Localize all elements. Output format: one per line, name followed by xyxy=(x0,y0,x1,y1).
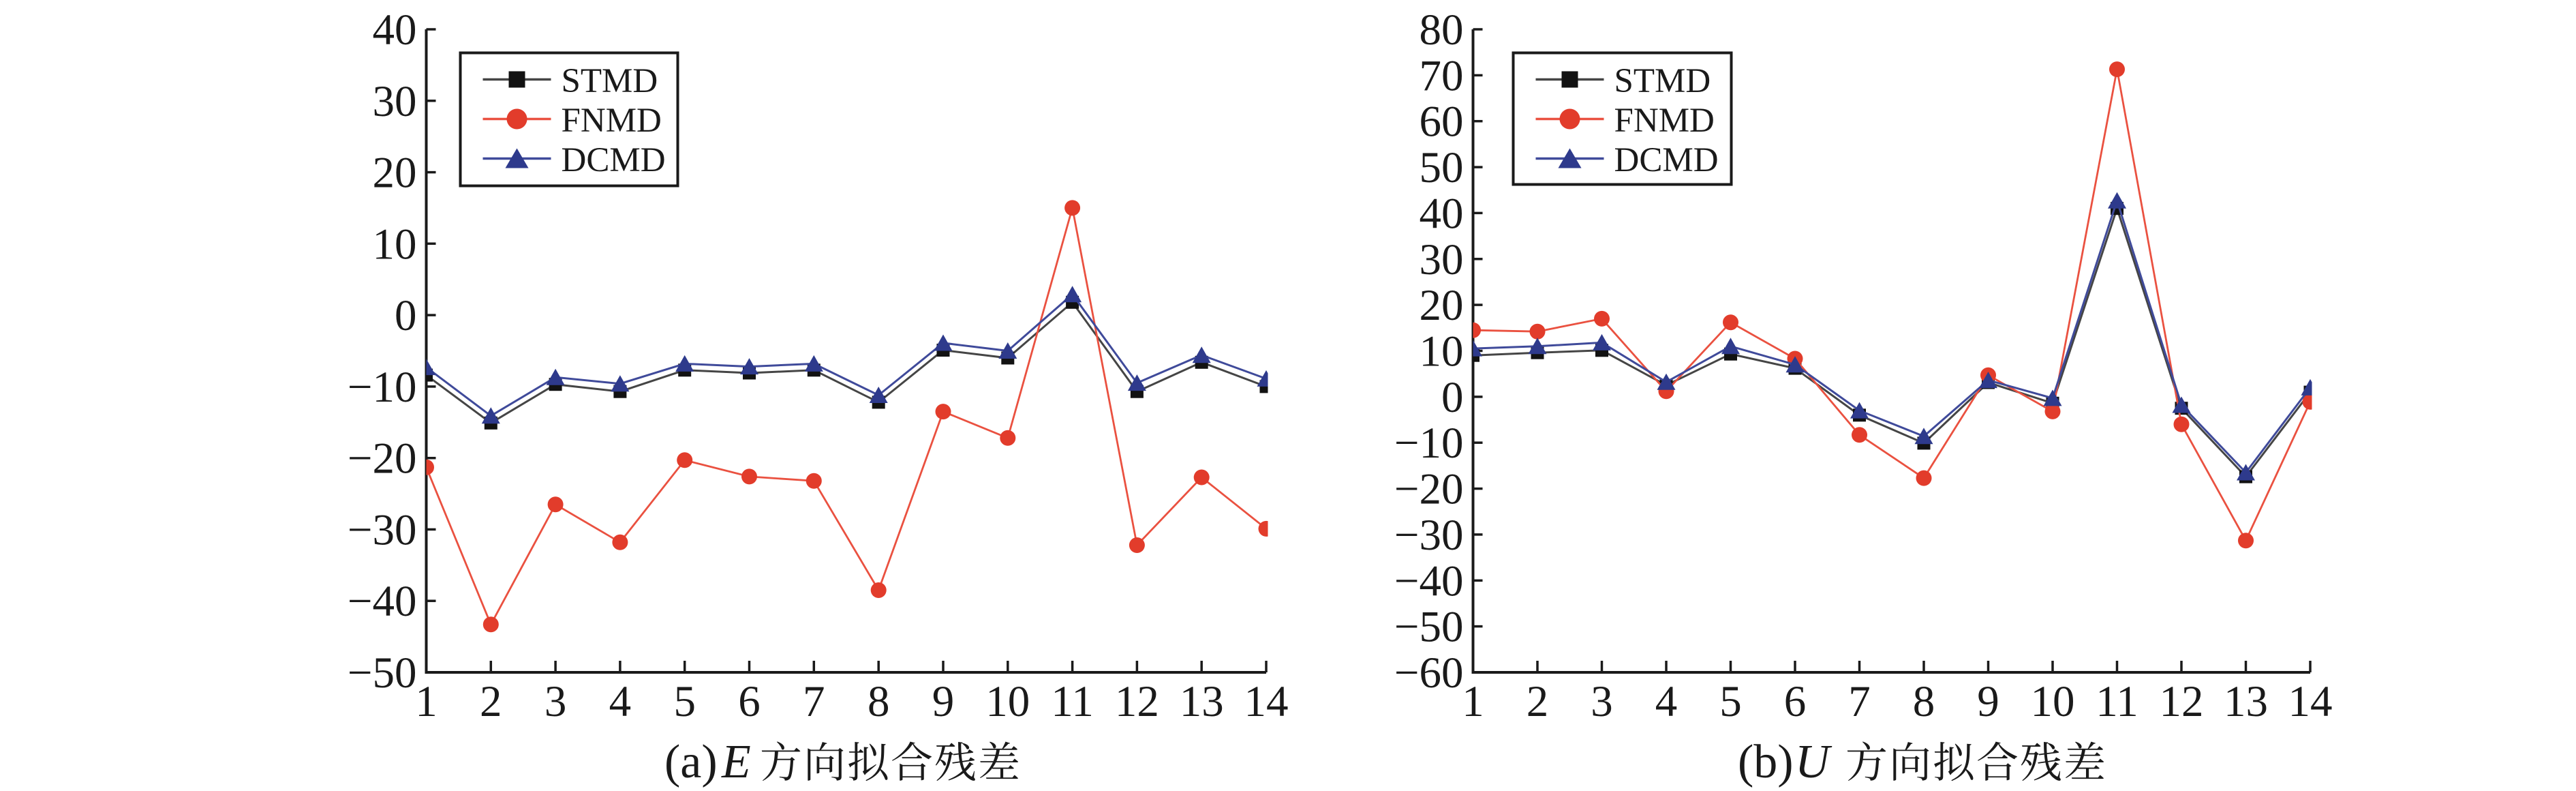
svg-text:14: 14 xyxy=(1244,677,1289,726)
svg-text:STMD: STMD xyxy=(562,62,658,100)
svg-text:−30: −30 xyxy=(1394,511,1464,560)
svg-text:11: 11 xyxy=(2096,677,2138,726)
svg-text:70: 70 xyxy=(1420,51,1464,100)
svg-text:4: 4 xyxy=(1655,677,1678,726)
svg-text:−40: −40 xyxy=(348,577,417,626)
svg-text:6: 6 xyxy=(1784,677,1807,726)
svg-text:−50: −50 xyxy=(1394,603,1464,652)
svg-text:1: 1 xyxy=(1462,677,1484,726)
svg-text:2: 2 xyxy=(480,677,502,726)
svg-text:20: 20 xyxy=(1420,281,1464,330)
svg-text:12: 12 xyxy=(2160,677,2204,726)
svg-text:10: 10 xyxy=(1420,327,1464,376)
svg-text:7: 7 xyxy=(803,677,825,726)
svg-text:5: 5 xyxy=(673,677,696,726)
svg-text:10: 10 xyxy=(2031,677,2075,726)
svg-text:DCMD: DCMD xyxy=(562,141,666,179)
svg-text:DCMD: DCMD xyxy=(1614,141,1719,179)
svg-text:4: 4 xyxy=(609,677,632,726)
svg-text:0: 0 xyxy=(395,291,417,340)
svg-text:40: 40 xyxy=(1420,189,1464,238)
svg-text:3: 3 xyxy=(545,677,567,726)
svg-text:30: 30 xyxy=(1420,235,1464,284)
svg-text:60: 60 xyxy=(1420,98,1464,147)
svg-text:(b): (b) xyxy=(1738,736,1794,788)
svg-text:10: 10 xyxy=(985,677,1030,726)
svg-text:U: U xyxy=(1795,736,1833,788)
svg-text:11: 11 xyxy=(1051,677,1094,726)
svg-text:E: E xyxy=(721,736,751,788)
svg-text:(a): (a) xyxy=(664,736,718,788)
svg-text:−30: −30 xyxy=(348,505,417,554)
svg-text:1: 1 xyxy=(415,677,438,726)
svg-text:13: 13 xyxy=(1180,677,1224,726)
svg-text:FNMD: FNMD xyxy=(562,102,662,140)
svg-text:14: 14 xyxy=(2288,677,2333,726)
svg-text:2: 2 xyxy=(1527,677,1549,726)
svg-text:12: 12 xyxy=(1115,677,1159,726)
svg-text:30: 30 xyxy=(373,77,417,126)
svg-text:9: 9 xyxy=(932,677,955,726)
svg-text:FNMD: FNMD xyxy=(1614,102,1715,140)
svg-text:0: 0 xyxy=(1441,373,1464,422)
svg-text:80: 80 xyxy=(1420,5,1464,55)
svg-text:40: 40 xyxy=(373,5,417,55)
svg-text:−60: −60 xyxy=(1394,648,1464,698)
svg-text:9: 9 xyxy=(1977,677,1999,726)
svg-text:7: 7 xyxy=(1848,677,1871,726)
svg-text:−10: −10 xyxy=(1394,419,1464,468)
svg-text:−10: −10 xyxy=(348,363,417,412)
svg-text:13: 13 xyxy=(2224,677,2268,726)
svg-text:−50: −50 xyxy=(348,648,417,698)
svg-text:8: 8 xyxy=(1913,677,1935,726)
svg-text:10: 10 xyxy=(373,220,417,269)
svg-text:−40: −40 xyxy=(1394,556,1464,606)
svg-text:20: 20 xyxy=(373,149,417,198)
svg-text:6: 6 xyxy=(738,677,761,726)
svg-text:−20: −20 xyxy=(348,434,417,483)
svg-text:−20: −20 xyxy=(1394,465,1464,514)
svg-text:3: 3 xyxy=(1591,677,1613,726)
svg-text:50: 50 xyxy=(1420,143,1464,192)
svg-text:5: 5 xyxy=(1719,677,1742,726)
svg-text:8: 8 xyxy=(868,677,890,726)
svg-text:STMD: STMD xyxy=(1614,62,1711,100)
